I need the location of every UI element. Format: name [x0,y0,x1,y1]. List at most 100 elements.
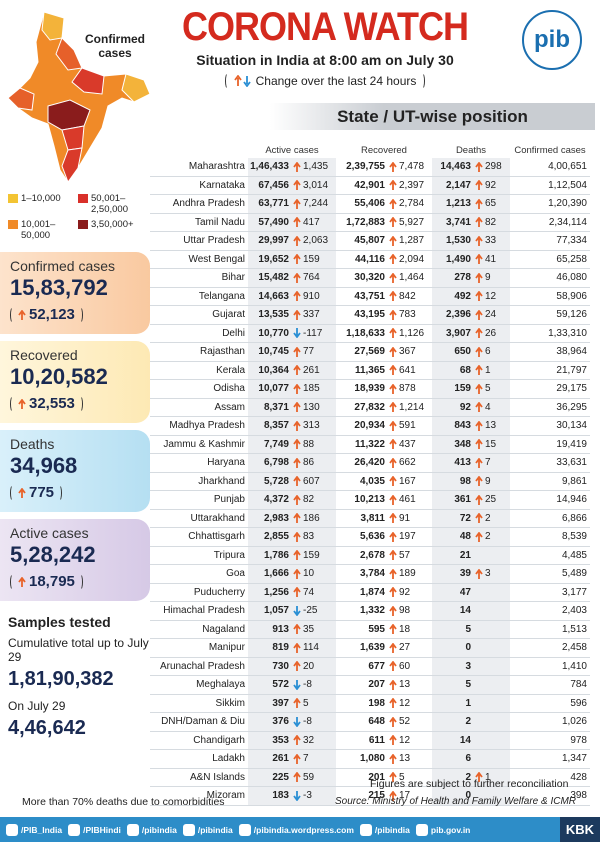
cell-change: 337 [292,306,336,324]
arrow-up [293,531,301,542]
summary-card: Recovered 10,20,582 32,553 [0,341,150,423]
cell-value: 19,652 [248,250,292,268]
confirmed-value: 1,33,310 [548,327,587,339]
column-header: Active cases [265,145,319,156]
change-value: 83 [303,531,315,543]
social-icon [359,823,372,836]
confirmed-value: 36,295 [556,401,587,413]
arrow-down [293,328,301,339]
cell-change: 82 [292,491,336,509]
change-value: 3 [485,568,491,580]
confirmed-value: 784 [570,679,587,691]
change-value: 24 [485,309,497,321]
cell-change: 367 [388,343,432,361]
cell-change: 2,784 [388,195,432,213]
arrow-up [389,587,397,598]
change-value: 130 [303,401,320,413]
cell-value: 2,855 [248,528,292,546]
cell-value: 1,256 [248,583,292,601]
change-value: 52 [399,716,411,728]
social-icon [238,823,251,836]
cell-change: 7,478 [388,158,432,176]
cell-change: -8 [292,676,336,694]
arrow-up [475,161,483,172]
arrow-up [475,180,483,191]
cell-change: 1,435 [292,158,336,176]
cell-change: 2 [474,509,510,527]
cell-change: 12 [388,695,432,713]
change-value: 1 [485,364,491,376]
change-value: 13 [399,679,411,691]
change-value: 1,126 [399,327,425,339]
social-icon [68,823,81,836]
cell-change [474,602,510,620]
arrow-up [475,365,483,376]
arrow-up [293,217,301,228]
cell-change: 10 [292,565,336,583]
arrow-up [389,365,397,376]
arrow-up [389,402,397,413]
change-value: 12 [399,697,411,709]
legend-swatch [8,194,18,203]
change-value: 74 [303,586,315,598]
table-row: Rajasthan 10,745 77 27,569 367 650 6 38,964 [150,343,590,362]
change-value: 12 [485,290,497,302]
arrow-up [293,309,301,320]
cell-change: 12 [388,732,432,750]
column-header: Deaths [455,145,487,156]
state-name: Nagaland [202,623,245,635]
table-row: Kerala 10,364 261 11,365 641 68 1 21,797 [150,361,590,380]
card-label: Active cases [10,525,89,541]
cell-value: 650 [432,343,474,361]
card-label: Confirmed cases [10,258,116,274]
legend-label: 3,50,000+ [91,219,134,230]
change-value: 82 [303,494,315,506]
cell-value: 15,482 [248,269,292,287]
change-value: -8 [303,716,312,728]
arrow-up [293,402,301,413]
change-value: 2,063 [303,235,329,247]
samples-box: Samples tested Cumulative total up to Ju… [8,614,150,748]
change-value: 13 [485,420,497,432]
confirmed-value: 428 [570,771,587,783]
arrow-up [389,605,397,616]
arrow-up [293,235,301,246]
cell-value: 1,666 [248,565,292,583]
cell-value: 42,901 [354,179,385,191]
change-value: 33 [485,235,497,247]
confirmed-value: 1,513 [561,623,587,635]
change-value: 878 [399,383,416,395]
arrow-up [293,772,301,783]
cell-value: 0 [432,787,474,805]
cell-value: 207 [368,679,385,691]
confirmed-value: 596 [570,697,587,709]
confirmed-value: 59,126 [556,309,587,321]
arrow-up [475,420,483,431]
arrow-up [475,457,483,468]
state-name: Rajasthan [199,346,245,358]
arrow-up [389,272,397,283]
cell-value: 27,569 [354,346,385,358]
paren [78,395,83,412]
arrow-up [389,180,397,191]
arrow-up [389,624,397,635]
paren [10,395,15,412]
arrow-up [475,568,483,579]
arrow-up [389,494,397,505]
change-value: 88 [303,438,315,450]
cell-value: 0 [432,639,474,657]
cell-change: 98 [388,602,432,620]
table-row: Haryana 6,798 86 26,420 662 413 7 33,631 [150,454,590,473]
change-value: 607 [303,475,320,487]
cell-change: 20 [292,657,336,675]
cell-change [474,639,510,657]
handle-text: /pibindia.wordpress.com [253,824,354,835]
state-name: Goa [226,568,245,580]
cell-value: 43,751 [354,290,385,302]
arrow-up [293,642,301,653]
legend-label: 1–10,000 [21,193,61,204]
arrow-up [18,576,26,587]
table-row: Jammu & Kashmir 7,749 88 11,322 437 348 15 19,4… [150,435,590,454]
cell-change: 59 [292,768,336,786]
cell-change: -25 [292,602,336,620]
